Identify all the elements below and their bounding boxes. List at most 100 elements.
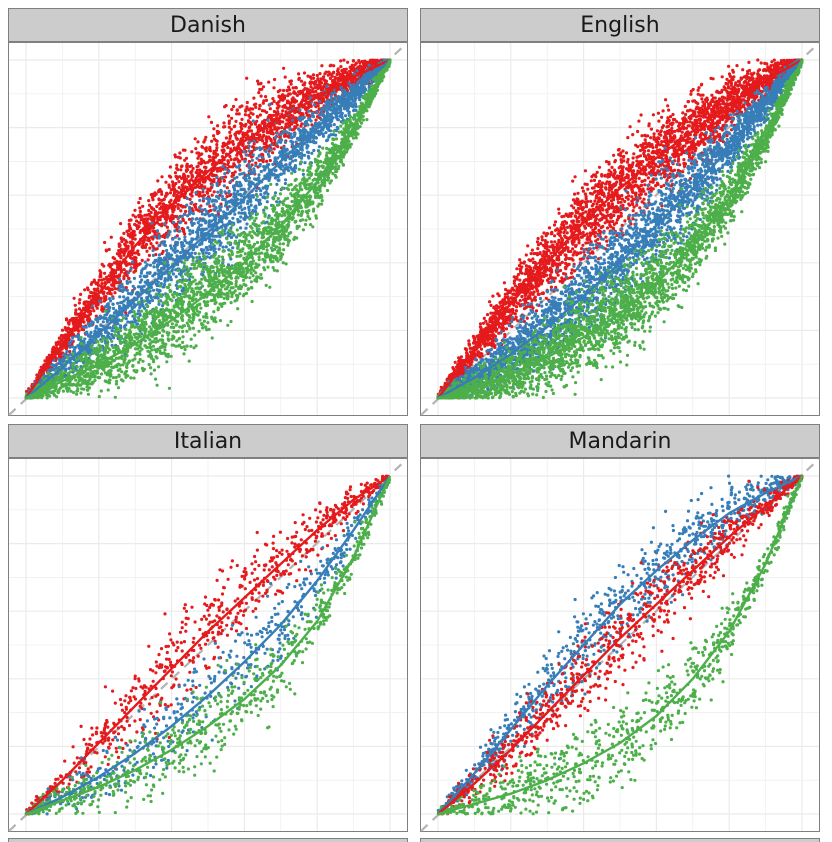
data-point: [322, 75, 326, 79]
data-point: [77, 301, 81, 305]
data-point: [178, 156, 182, 160]
data-point: [339, 59, 343, 63]
data-point: [165, 248, 169, 253]
data-point: [304, 97, 308, 101]
data-point: [331, 101, 335, 105]
data-point: [225, 223, 229, 227]
data-point: [271, 162, 275, 166]
data-point: [229, 199, 233, 203]
data-point: [180, 190, 184, 194]
data-point: [202, 197, 206, 201]
data-point: [352, 103, 356, 107]
data-point: [176, 203, 180, 207]
data-point: [173, 235, 178, 239]
data-point: [327, 134, 331, 138]
data-point: [353, 63, 357, 67]
data-point: [272, 109, 276, 114]
data-point: [238, 163, 242, 167]
data-point: [356, 80, 360, 84]
data-point: [295, 136, 300, 140]
data-point: [102, 295, 107, 299]
data-point: [67, 322, 71, 326]
data-point: [47, 356, 51, 360]
data-point: [136, 285, 140, 289]
data-point: [117, 254, 121, 258]
data-point: [211, 160, 216, 164]
data-point: [281, 131, 285, 135]
data-point: [82, 302, 86, 306]
data-point: [338, 72, 342, 76]
data-point: [178, 229, 182, 233]
data-point: [231, 216, 235, 220]
data-point: [311, 115, 316, 119]
data-point: [154, 192, 158, 196]
data-point: [237, 160, 241, 164]
data-point: [334, 133, 338, 137]
data-point: [294, 153, 298, 157]
data-point: [291, 114, 295, 118]
data-point: [70, 339, 74, 343]
data-point: [258, 103, 262, 107]
data-point: [282, 134, 287, 138]
data-point: [363, 77, 367, 81]
data-point: [363, 88, 367, 92]
data-point: [189, 178, 193, 182]
data-point: [147, 291, 151, 295]
data-point: [282, 171, 286, 175]
data-point: [123, 261, 127, 265]
data-point: [131, 237, 135, 241]
data-point: [228, 165, 232, 169]
data-point: [327, 104, 331, 108]
data-point: [135, 322, 139, 326]
data-point: [276, 173, 280, 177]
data-point: [317, 145, 322, 149]
data-point: [214, 199, 218, 203]
data-point: [240, 208, 244, 212]
data-point: [284, 105, 288, 109]
data-point: [165, 255, 169, 259]
data-point: [84, 325, 88, 329]
data-point: [204, 165, 208, 170]
data-point: [181, 205, 185, 209]
data-point: [191, 166, 195, 171]
data-point: [148, 224, 152, 228]
data-point: [272, 99, 276, 103]
data-point: [265, 127, 269, 131]
data-point: [306, 94, 310, 98]
data-point: [157, 236, 161, 240]
data-point: [173, 171, 177, 175]
data-point: [244, 109, 248, 113]
data-point: [247, 162, 251, 166]
data-point: [157, 198, 161, 202]
data-point: [155, 229, 160, 233]
data-point: [89, 330, 93, 335]
data-point: [307, 109, 311, 113]
data-point: [204, 149, 208, 153]
data-point: [194, 191, 198, 195]
data-point: [147, 199, 151, 203]
data-point: [312, 148, 316, 153]
data-point: [111, 306, 116, 310]
data-point: [196, 164, 200, 168]
data-point: [194, 260, 198, 265]
data-point: [298, 135, 302, 139]
data-point: [339, 76, 343, 80]
data-point: [178, 175, 182, 179]
data-point: [262, 208, 266, 212]
data-point: [60, 363, 64, 367]
data-point: [188, 164, 192, 169]
data-point: [153, 271, 157, 275]
data-point: [177, 225, 181, 229]
data-point: [102, 277, 106, 281]
data-point: [212, 203, 216, 207]
data-point: [311, 111, 315, 115]
data-point: [343, 83, 347, 87]
data-point: [162, 243, 166, 247]
data-point: [216, 130, 220, 134]
data-point: [362, 66, 367, 70]
data-point: [215, 226, 219, 230]
data-point: [359, 80, 363, 84]
data-point: [131, 260, 135, 264]
data-point: [153, 235, 157, 239]
data-point: [90, 320, 94, 324]
